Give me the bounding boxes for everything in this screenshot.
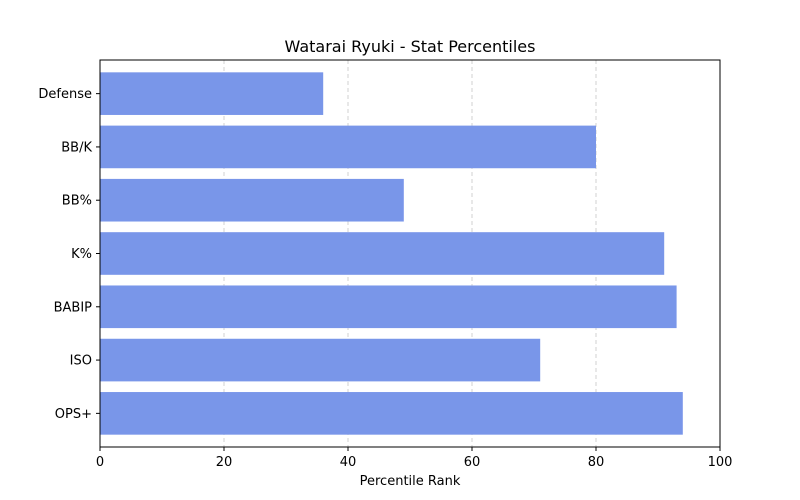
bar [100, 392, 683, 435]
y-tick-label: Defense [38, 87, 92, 102]
y-tick-label: BB/K [61, 140, 92, 155]
chart-title: Watarai Ryuki - Stat Percentiles [285, 37, 536, 56]
x-tick-label: 40 [340, 455, 357, 470]
bar [100, 125, 596, 169]
bars [100, 72, 683, 435]
x-tick-label: 20 [216, 455, 233, 470]
bar [100, 338, 541, 382]
x-tick-label: 0 [96, 455, 104, 470]
bar [100, 178, 404, 222]
bar [100, 285, 677, 329]
x-tick-label: 80 [588, 455, 605, 470]
x-tick-label: 60 [464, 455, 481, 470]
x-tick-label: 100 [708, 455, 733, 470]
y-tick-label: BB% [62, 194, 92, 209]
y-tick-label: OPS+ [55, 407, 92, 422]
bar [100, 72, 324, 115]
y-axis-ticks: OPS+ ISO BABIP K% BB% BB/K Defense [38, 87, 100, 422]
x-axis-label: Percentile Rank [360, 474, 461, 489]
y-tick-label: K% [71, 247, 92, 262]
y-tick-label: BABIP [54, 300, 93, 315]
y-tick-label: ISO [70, 354, 92, 369]
x-axis-ticks: 0 20 40 60 80 100 [96, 447, 733, 470]
bar [100, 232, 665, 275]
